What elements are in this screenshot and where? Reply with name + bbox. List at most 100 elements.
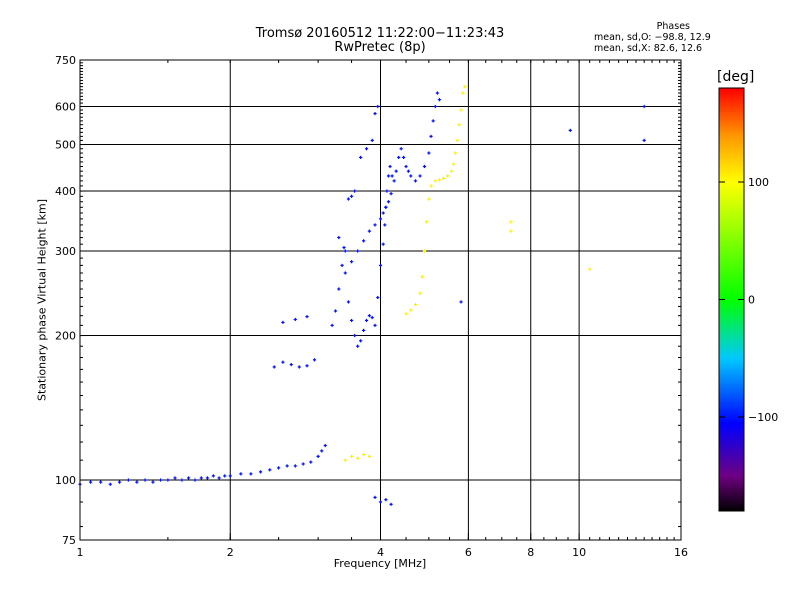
data-point-o (108, 482, 112, 486)
colorbar-segment (719, 151, 744, 155)
colorbar-segment (719, 217, 744, 221)
data-point-o (418, 174, 422, 178)
data-point-o (435, 91, 439, 95)
colorbar-segment (719, 264, 744, 268)
data-point-x (588, 267, 592, 271)
data-point-x (457, 123, 461, 127)
colorbar-segment (719, 207, 744, 211)
colorbar-segment (719, 200, 744, 204)
colorbar-segment (719, 287, 744, 291)
colorbar-segment (719, 487, 744, 491)
data-point-o (99, 480, 103, 484)
colorbar-segment (719, 259, 744, 263)
data-point-o (373, 495, 377, 500)
colorbar-segment (719, 224, 744, 228)
colorbar-segment (719, 276, 744, 279)
axis-ticks: 1 2 4 6 8 10 16 75 100 200 300 400 500 600 750 (55, 54, 688, 559)
data-point-x (425, 220, 429, 224)
data-point-x (349, 454, 354, 459)
data-point-o (180, 478, 184, 482)
colorbar-segment (719, 412, 744, 416)
data-point-o (320, 449, 324, 453)
data-point-o (356, 344, 360, 348)
colorbar-segment (719, 193, 744, 197)
data-point-o (383, 223, 387, 227)
data-point-o (356, 249, 360, 253)
colorbar-segment (719, 438, 744, 441)
colorbar-segment (719, 337, 744, 340)
colorbar-segment (719, 290, 744, 293)
data-point-o (378, 500, 383, 504)
data-point-x (427, 197, 431, 201)
data-point-x (356, 456, 360, 460)
colorbar-segment (719, 118, 744, 122)
colorbar-segment (719, 283, 744, 286)
data-point-o (353, 333, 357, 338)
data-point-x (459, 108, 463, 112)
data-point-x (418, 291, 422, 295)
colorbar-segment (719, 400, 744, 404)
data-point-x (445, 174, 450, 178)
colorbar-segment (719, 203, 744, 206)
data-point-o (353, 189, 357, 193)
data-point-o (362, 239, 366, 243)
colorbar-segment (719, 320, 744, 324)
data-point-o (258, 470, 263, 474)
colorbar-segment (719, 299, 744, 303)
data-point-x (433, 179, 437, 183)
data-point-x (413, 302, 418, 307)
colorbar-segment (719, 464, 744, 467)
data-point-o (223, 474, 227, 478)
data-point-o (340, 263, 344, 267)
colorbar-segment (719, 501, 744, 505)
data-point-o (422, 164, 427, 169)
data-point-x (420, 275, 424, 279)
y-tick-label: 200 (55, 330, 76, 343)
legend-line-x: mean, sd,X: 82.6, 12.6 (594, 43, 703, 54)
data-point-x (449, 169, 454, 173)
x-axis-label: Frequency [MHz] (333, 557, 427, 570)
colorbar-segment (719, 212, 744, 216)
data-point-o (305, 364, 309, 368)
data-point-o (642, 138, 646, 142)
data-point-o (309, 460, 313, 464)
colorbar-segment (719, 179, 744, 183)
colorbar-segment (719, 330, 744, 333)
data-point-x (463, 85, 467, 89)
data-point-o (385, 189, 389, 193)
colorbar-segment (719, 137, 744, 141)
colorbar-segment (719, 344, 744, 347)
colorbar-segment (719, 473, 744, 477)
data-point-o (305, 315, 309, 319)
data-point-o (388, 164, 392, 169)
colorbar-segment (719, 123, 744, 127)
colorbar-segment (719, 278, 744, 282)
colorbar-segment (719, 146, 744, 150)
y-tick-label: 300 (55, 245, 76, 258)
data-point-o (88, 480, 93, 484)
data-point-o (135, 480, 139, 484)
colorbar-segment (719, 268, 744, 272)
colorbar-segment (719, 393, 744, 397)
colorbar-segment (719, 407, 744, 411)
colorbar-segment (719, 236, 744, 239)
colorbar-segment (719, 254, 744, 258)
data-point-x (409, 308, 413, 312)
data-point-o (285, 464, 289, 468)
data-point-o (289, 362, 293, 367)
colorbar-segment (719, 482, 744, 486)
colorbar-segment (719, 99, 744, 103)
colorbar-segment (719, 106, 744, 110)
data-point-o (316, 454, 320, 459)
data-point-o (333, 309, 338, 313)
colorbar-segment (719, 297, 744, 300)
colorbar-segment (719, 149, 744, 152)
colorbar-segment (719, 496, 744, 500)
colorbar-segment (719, 210, 744, 214)
colorbar-segment (719, 292, 744, 296)
colorbar-segment (719, 346, 744, 350)
data-point-o (349, 318, 354, 323)
x-tick-label: 16 (674, 546, 688, 559)
colorbar-segment (719, 116, 744, 120)
colorbar-segment (719, 327, 744, 331)
